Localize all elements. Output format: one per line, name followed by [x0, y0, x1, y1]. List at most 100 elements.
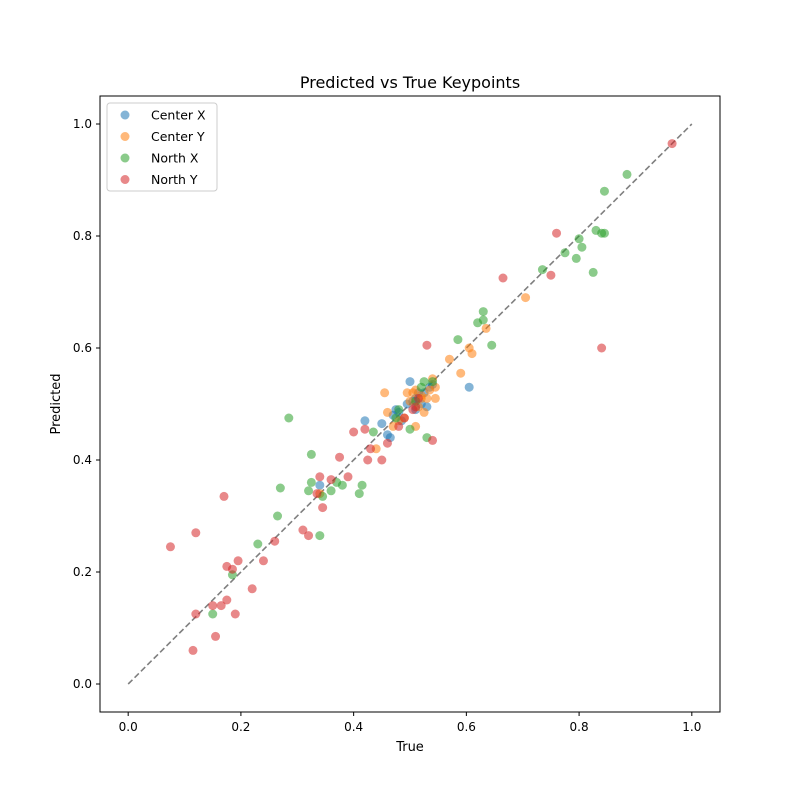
point-north-y-9: [222, 595, 232, 605]
point-center-y-22: [467, 349, 477, 359]
point-north-y-0: [165, 542, 175, 552]
point-north-y-20: [318, 503, 328, 513]
point-north-x-19: [405, 424, 415, 434]
point-north-x-24: [428, 377, 438, 387]
point-north-x-17: [391, 413, 401, 423]
legend-entry: North Y: [151, 172, 198, 187]
point-north-y-10: [227, 564, 237, 574]
point-north-y-11: [230, 609, 240, 619]
point-north-y-19: [315, 472, 325, 482]
point-north-x-35: [588, 267, 598, 277]
x-tick-label: 1.0: [682, 720, 701, 734]
point-north-y-38: [546, 270, 556, 280]
legend-marker: [120, 153, 130, 163]
point-center-x-19: [464, 382, 474, 392]
point-north-y-35: [422, 340, 432, 350]
y-tick-label: 0.0: [73, 677, 92, 691]
point-north-y-36: [428, 435, 438, 445]
point-center-y-20: [456, 368, 466, 378]
point-north-x-13: [337, 480, 347, 490]
y-tick-label: 0.2: [73, 565, 92, 579]
x-tick-label: 0.6: [457, 720, 476, 734]
point-north-y-23: [343, 472, 353, 482]
legend-entry: Center X: [151, 108, 206, 123]
y-tick-label: 1.0: [73, 117, 92, 131]
x-tick-label: 0.8: [570, 720, 589, 734]
point-north-x-3: [273, 511, 283, 521]
point-north-y-27: [366, 444, 376, 454]
point-north-x-5: [284, 413, 294, 423]
point-north-x-28: [478, 307, 488, 317]
series-north-x: [208, 169, 632, 619]
point-north-x-15: [357, 480, 367, 490]
point-north-y-37: [498, 273, 508, 283]
point-north-y-26: [363, 455, 373, 465]
point-north-y-18: [312, 489, 322, 499]
point-north-x-31: [560, 248, 570, 258]
point-north-x-25: [453, 335, 463, 345]
point-north-y-16: [298, 525, 308, 535]
legend-entry: Center Y: [151, 129, 205, 144]
x-tick-label: 0.0: [119, 720, 138, 734]
point-north-y-3: [191, 609, 201, 619]
series-north-y: [165, 139, 677, 655]
point-north-y-7: [219, 491, 229, 501]
point-center-y-13: [419, 407, 429, 417]
point-center-y-2: [380, 388, 390, 398]
point-north-x-18: [394, 405, 404, 415]
point-north-x-38: [599, 228, 609, 238]
point-north-y-28: [377, 455, 387, 465]
legend-marker: [120, 110, 130, 120]
point-north-y-6: [216, 601, 226, 611]
point-north-x-39: [599, 186, 609, 196]
point-north-y-21: [326, 475, 336, 485]
point-north-y-40: [597, 343, 607, 353]
point-north-x-34: [577, 242, 587, 252]
x-tick-label: 0.4: [344, 720, 363, 734]
point-center-y-17: [430, 393, 440, 403]
point-north-y-24: [349, 427, 359, 437]
point-north-y-17: [304, 531, 314, 541]
point-north-y-13: [247, 584, 257, 594]
plot-frame: [99, 95, 721, 713]
axis-ticks: 0.0 0.2 0.4 0.6 0.8 1.0 0.0 0.2 0.4 0.6 0.8 1.0: [73, 117, 701, 734]
point-center-x-0: [315, 480, 325, 490]
point-north-y-22: [335, 452, 345, 462]
point-north-x-0: [208, 609, 218, 619]
point-north-x-32: [571, 253, 581, 263]
y-tick-label: 0.6: [73, 341, 92, 355]
point-center-y-23: [481, 323, 491, 333]
point-north-y-14: [258, 556, 268, 566]
point-north-y-29: [382, 438, 392, 448]
point-north-x-16: [368, 427, 378, 437]
point-north-y-31: [399, 413, 409, 423]
legend-entry: North X: [151, 151, 199, 166]
point-north-x-8: [306, 477, 316, 487]
point-north-x-29: [487, 340, 497, 350]
x-tick-label: 0.2: [231, 720, 250, 734]
point-north-y-41: [667, 139, 677, 149]
plot-area: [127, 123, 693, 685]
point-north-y-25: [360, 424, 370, 434]
point-north-y-4: [208, 601, 218, 611]
y-tick-label: 0.4: [73, 453, 92, 467]
point-north-y-12: [233, 556, 243, 566]
point-north-y-34: [413, 393, 423, 403]
point-north-y-1: [188, 645, 198, 655]
point-north-y-2: [191, 528, 201, 538]
point-north-x-6: [304, 486, 314, 496]
point-north-x-4: [275, 483, 285, 493]
point-center-y-24: [521, 293, 531, 303]
point-north-x-9: [315, 531, 325, 541]
x-axis-label: True: [395, 740, 424, 755]
point-center-y-19: [444, 354, 454, 364]
point-center-x-2: [377, 419, 387, 429]
point-north-x-27: [478, 315, 488, 325]
point-center-x-10: [405, 377, 415, 387]
point-north-y-15: [270, 536, 280, 546]
point-north-y-33: [411, 402, 421, 412]
y-axis-label: Predicted: [49, 373, 64, 434]
legend-box: [106, 102, 218, 192]
y-tick-label: 0.8: [73, 229, 92, 243]
